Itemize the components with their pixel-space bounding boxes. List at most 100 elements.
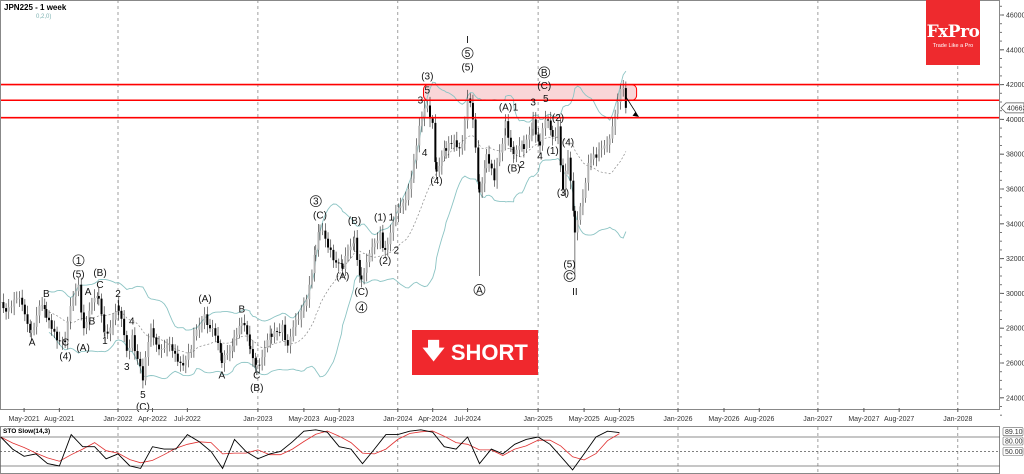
candle-up (440, 156, 443, 166)
wave-label: C (566, 271, 573, 282)
candle-up (564, 170, 567, 189)
candle-up (579, 206, 582, 220)
candle-up (88, 310, 91, 322)
short-signal-button[interactable]: 🡇 SHORT (412, 330, 538, 375)
candle-up (566, 157, 569, 171)
candle-up (530, 128, 533, 135)
wave-labels: ABC(4)1(5)(A)AB(B)C12345(C)(A)ABC(B)3(C)… (29, 35, 578, 413)
candle-up (195, 329, 198, 337)
wave-label: I (466, 35, 469, 46)
candle-up (166, 345, 169, 348)
wave-label: (5) (72, 270, 84, 281)
candle-up (112, 319, 115, 328)
candle-up (392, 221, 395, 233)
candle-down (360, 275, 363, 280)
candle-down (214, 328, 217, 336)
candle-down (284, 324, 287, 341)
candle-up (187, 352, 190, 360)
indicator-params: 0,2,0) (36, 14, 52, 20)
x-tick-label: May-2025 (569, 416, 600, 423)
x-tick-label: Jan-2025 (523, 416, 552, 423)
candle-down (551, 130, 554, 137)
y-tick-label: 34000 (1006, 221, 1024, 228)
candle-down (64, 340, 67, 343)
candle-up (346, 250, 349, 256)
x-tick-label: Jan-2023 (243, 416, 272, 423)
candle-down (445, 148, 448, 151)
wave-label: 1 (513, 103, 519, 114)
candle-up (72, 296, 75, 307)
wave-label: (5) (461, 63, 473, 74)
candle-down (429, 105, 432, 119)
candle-down (100, 298, 103, 315)
wave-label: (4) (430, 176, 442, 187)
wave-label-circle (473, 284, 486, 296)
candle-up (128, 347, 131, 351)
candle-down (220, 352, 223, 363)
candle-up (160, 349, 163, 350)
wave-label: 5 (140, 390, 146, 401)
wave-label: B (43, 289, 50, 300)
sto-value-label: 80.00 (1005, 439, 1023, 446)
candle-up (300, 310, 303, 320)
candle-up (294, 320, 297, 328)
candle-up (608, 138, 611, 145)
candle-up (35, 315, 38, 327)
candle-down (50, 320, 53, 329)
candle-up (592, 154, 595, 160)
candle-down (246, 325, 249, 335)
wave-label: (3) (557, 188, 569, 199)
y-tick-label: 44000 (1006, 47, 1024, 54)
candle-up (190, 349, 193, 353)
candle-up (525, 139, 528, 149)
grid-lines (117, 0, 959, 474)
resistance-lines (0, 83, 1000, 119)
wave-label: (A) (499, 103, 512, 114)
candle-up (589, 159, 592, 163)
wave-label: II (572, 287, 578, 298)
candle-up (228, 350, 231, 354)
candle-down (332, 249, 335, 261)
candle-up (144, 357, 147, 381)
wave-label-circle (563, 270, 576, 282)
candle-up (85, 321, 88, 329)
candle-up (149, 328, 152, 342)
candle-down (624, 88, 627, 108)
sto-value-label: 89.10 (1005, 429, 1023, 436)
wave-label: B (89, 317, 96, 328)
sto-value-box (1002, 436, 1024, 446)
stochastic-panel: 89.10 80.00 50.00 (0, 427, 1024, 471)
candle-up (554, 135, 557, 137)
candle-up (587, 162, 590, 183)
candle-up (352, 243, 355, 247)
candle-up (96, 296, 99, 298)
candle-down (176, 353, 179, 362)
candle-up (41, 305, 44, 306)
candle-down (139, 358, 142, 367)
candle-down (512, 147, 515, 155)
candle-down (341, 263, 344, 270)
candle-down (217, 335, 220, 343)
candle-down (572, 180, 575, 211)
candle-up (619, 89, 622, 102)
candle-up (226, 353, 229, 356)
wave-label: 1 (76, 256, 82, 267)
candle-up (532, 119, 535, 129)
candle-up (515, 149, 518, 155)
candle-down (48, 317, 51, 321)
wave-label: (1) (547, 146, 559, 157)
candle-up (74, 291, 77, 297)
candle-up (103, 331, 106, 333)
candle-down (537, 134, 540, 142)
y-tick-label: 24000 (1006, 395, 1024, 402)
candle-down (547, 119, 550, 121)
candle-down (569, 157, 572, 181)
wave-label: B (541, 68, 548, 79)
candle-down (249, 345, 252, 350)
candle-up (598, 149, 601, 158)
candle-down (434, 122, 437, 163)
candle-up (528, 134, 531, 140)
candle-down (133, 335, 136, 352)
candle-up (10, 306, 13, 308)
